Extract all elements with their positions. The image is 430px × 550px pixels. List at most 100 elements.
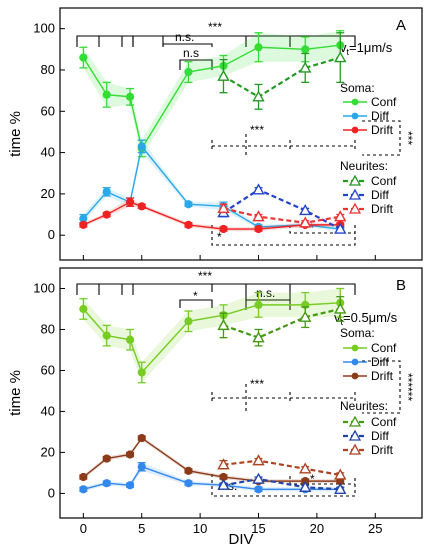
data-point-a-2-3: [137, 202, 146, 211]
y-tick-label-b-1: 20: [41, 444, 55, 459]
data-point-a-1-3: [137, 142, 146, 151]
y-tick-label-b-4: 80: [41, 321, 55, 336]
legend-label-a-2: Drift: [371, 123, 394, 137]
velocity-value-b: =0.5μm/s: [343, 310, 398, 325]
data-point-a-3-0: [217, 69, 230, 81]
x-tick-label-5: 25: [368, 521, 382, 536]
bracket-star-b: [179, 299, 213, 308]
legend-entry-a-3: Conf: [343, 174, 397, 188]
legend-marker-b-5: [348, 443, 362, 455]
bracket-ns2-a: [179, 59, 213, 70]
significance-brackets-b: [76, 283, 356, 310]
y-tick-label-a-5: 100: [33, 21, 55, 36]
panel-label-a: A: [396, 17, 406, 34]
data-point-b-2-1: [102, 454, 111, 463]
data-point-b-3-2: [299, 310, 312, 322]
bracket-ns-a: [162, 43, 213, 47]
data-point-b-2-4: [184, 466, 193, 475]
data-point-a-2-4: [184, 220, 193, 229]
series-a-neurites-conf: [217, 32, 347, 110]
data-point-a-1-1: [102, 187, 111, 196]
sig-ns-b: n.s.: [256, 286, 275, 300]
series-line-b-3: [223, 307, 341, 339]
legend-marker-b-2: [351, 372, 359, 380]
x-tick-label-0: 0: [80, 521, 87, 536]
data-point-b-1-1: [102, 479, 111, 488]
legend-entry-b-3: Conf: [343, 415, 397, 429]
velocity-sub-a: t: [347, 47, 350, 57]
y-tick-label-a-3: 60: [41, 103, 55, 118]
y-ticks-a: 0 20 40 60 80 100: [33, 21, 376, 260]
data-point-a-5-2: [299, 216, 312, 228]
legend-a: Soma: Neurites: ConfDiffDriftConfDiffDri…: [340, 81, 397, 216]
legend-entry-b-4: Diff: [343, 429, 389, 443]
data-point-a-3-1: [252, 90, 265, 102]
legend-entry-a-0: Conf: [343, 95, 397, 109]
velocity-value-a: =1μm/s: [349, 40, 393, 55]
dash-right-a: [362, 120, 401, 156]
significance-brackets-a: [76, 35, 356, 70]
y-tick-label-b-5: 100: [33, 280, 55, 295]
data-point-a-5-1: [252, 210, 265, 222]
data-point-b-4-2: [299, 480, 312, 492]
data-point-a-5-3: [334, 210, 347, 222]
series-b-soma-drift: [79, 433, 345, 486]
data-point-b-1-2: [125, 481, 135, 490]
legend-label-a-1: Diff: [371, 109, 389, 123]
bracket-top-a: [76, 35, 356, 47]
y-ticks-b: 0 20 40 60 80 100: [33, 280, 65, 500]
series-b-neurites-conf: [217, 296, 347, 347]
legend-label-a-0: Conf: [371, 95, 397, 109]
legend-label-b-1: Diff: [371, 355, 389, 369]
series-line-a-5: [223, 207, 341, 224]
data-point-b-0-6: [254, 300, 263, 309]
y-axis-label-b: time %: [7, 370, 24, 416]
data-point-b-0-2: [125, 335, 135, 344]
legend-entry-a-1: Diff: [343, 109, 389, 123]
data-point-a-1-4: [184, 200, 193, 209]
data-point-a-4-2: [299, 203, 312, 216]
y-tick-label-b-3: 60: [41, 362, 55, 377]
data-point-a-2-5: [219, 224, 228, 234]
data-point-a-3-2: [299, 61, 312, 73]
legend-label-a-5: Drift: [371, 202, 394, 216]
x-ticks-b: 0 5 10 15 20 25: [80, 513, 383, 536]
legend-entry-b-1: Diff: [343, 355, 389, 369]
data-point-a-2-1: [102, 210, 111, 219]
sig-ns-a: n.s.: [175, 30, 194, 44]
dashed-comparisons-a: [211, 120, 401, 246]
data-point-b-1-4: [184, 479, 193, 488]
legend-neurites-header-a: Neurites:: [340, 159, 388, 173]
legend-entry-b-5: Drift: [343, 443, 394, 457]
y-tick-label-b-0: 0: [48, 485, 55, 500]
legend-marker-b-0: [351, 344, 359, 352]
velocity-label-a: vt=1μm/s: [340, 40, 393, 57]
legend-label-b-3: Conf: [371, 415, 397, 429]
data-point-b-3-3: [334, 302, 347, 314]
y-tick-label-a-0: 0: [48, 227, 55, 242]
x-tick-label-1: 5: [138, 521, 145, 536]
series-a-neurites-drift: [217, 201, 347, 228]
data-point-a-5-0: [217, 201, 230, 214]
legend-label-b-0: Conf: [371, 341, 397, 355]
sig-mid-b: ***: [250, 377, 264, 391]
y-tick-label-b-2: 40: [41, 403, 55, 418]
series-line-a-3: [222, 56, 341, 99]
legend-marker-b-4: [348, 429, 362, 441]
data-point-b-5-2: [299, 462, 312, 474]
legend-marker-a-5: [348, 202, 362, 214]
series-line-b-2: [82, 437, 341, 482]
series-b: [79, 287, 347, 495]
legend-label-b-2: Drift: [371, 369, 394, 383]
dash-bottom2-a: [289, 225, 355, 234]
legend-b: Soma: Neurites: ConfDiffDriftConfDiffDri…: [340, 326, 397, 457]
data-point-b-1-6: [254, 485, 263, 494]
data-point-a-0-0: [79, 53, 88, 62]
legend-entry-a-5: Drift: [343, 202, 394, 216]
data-point-a-3-3: [334, 51, 347, 63]
series-line-b-5: [223, 459, 341, 477]
data-point-b-2-3: [137, 433, 146, 443]
data-point-a-0-1: [102, 90, 111, 99]
